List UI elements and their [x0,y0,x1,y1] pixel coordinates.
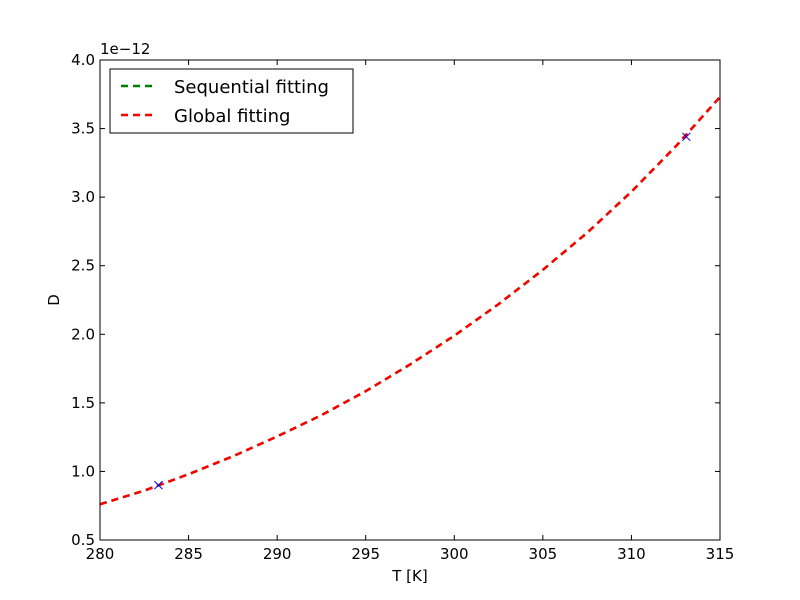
plot-frame [99,59,721,541]
y-axis-title: D [45,294,63,306]
y-tick-label: 4.0 [71,51,95,69]
plot-area [99,59,721,541]
plot-background [100,60,720,540]
x-axis-title: T [K] [391,567,427,585]
y-axis-ticks: 0.5 1.0 1.5 2.0 2.5 3.0 3.5 4.0 [71,51,720,549]
legend: Sequential fitting Global fitting [109,68,354,134]
data-point-marker [681,132,691,142]
y-offset-label: 1e−12 [100,40,150,58]
x-tick-label: 290 [263,545,292,563]
x-tick-label: 305 [529,545,558,563]
legend-label-global: Global fitting [174,106,290,127]
x-tick-label: 280 [86,545,115,563]
y-tick-label: 1.5 [71,394,95,412]
series-layer [99,96,721,506]
x-tick-label: 300 [440,545,469,563]
legend-label-sequential: Sequential fitting [174,77,329,98]
x-tick-label: 285 [174,545,203,563]
x-tick-label: 315 [706,545,735,563]
series-line-global [99,96,721,506]
y-tick-label: 2.5 [71,257,95,275]
y-tick-label: 2.0 [71,325,95,343]
legend-box [109,68,354,134]
y-tick-label: 0.5 [71,531,95,549]
x-tick-label: 310 [617,545,646,563]
y-tick-label: 3.0 [71,188,95,206]
y-tick-label: 1.0 [71,462,95,480]
data-point-marker [154,480,163,490]
x-axis-ticks: 280 285 290 295 300 305 310 315 [86,60,735,563]
x-tick-label: 295 [351,545,380,563]
y-tick-label: 3.5 [71,120,95,138]
